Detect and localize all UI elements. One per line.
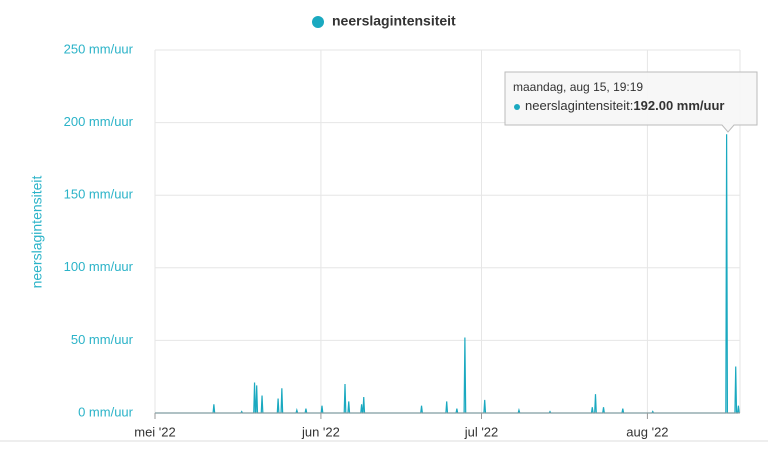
tooltip-box <box>504 71 758 133</box>
legend-label[interactable]: neerslagintensiteit <box>332 13 456 29</box>
y-tick-label: 200 mm/uur <box>64 114 134 129</box>
legend-marker <box>312 16 324 28</box>
line <box>155 134 740 414</box>
x-tick-label: aug '22 <box>626 424 668 439</box>
tooltip-value: 192.00 mm/uur <box>633 98 724 113</box>
y-tick-label: 100 mm/uur <box>64 259 134 274</box>
area <box>155 134 740 413</box>
x-tick-label: jun '22 <box>301 424 340 439</box>
y-tick-label: 0 mm/uur <box>78 404 134 419</box>
plot <box>155 134 740 414</box>
tooltip-marker <box>514 104 520 110</box>
tooltip-series-label: neerslagintensiteit: <box>525 98 633 113</box>
y-tick-label: 250 mm/uur <box>64 41 134 56</box>
y-tick-label: 150 mm/uur <box>64 187 134 202</box>
x-tick-label: jul '22 <box>464 424 499 439</box>
tooltip: maandag, aug 15, 19:19 neerslagintensite… <box>504 71 758 133</box>
tooltip-title: maandag, aug 15, 19:19 <box>513 80 643 94</box>
tooltip-series: neerslagintensiteit:192.00 mm/uur <box>525 98 724 113</box>
y-tick-label: 50 mm/uur <box>71 332 134 347</box>
x-tick-label: mei '22 <box>134 424 176 439</box>
y-axis-title: neerslagintensiteit <box>29 175 45 288</box>
legend[interactable]: neerslagintensiteit <box>312 13 456 29</box>
